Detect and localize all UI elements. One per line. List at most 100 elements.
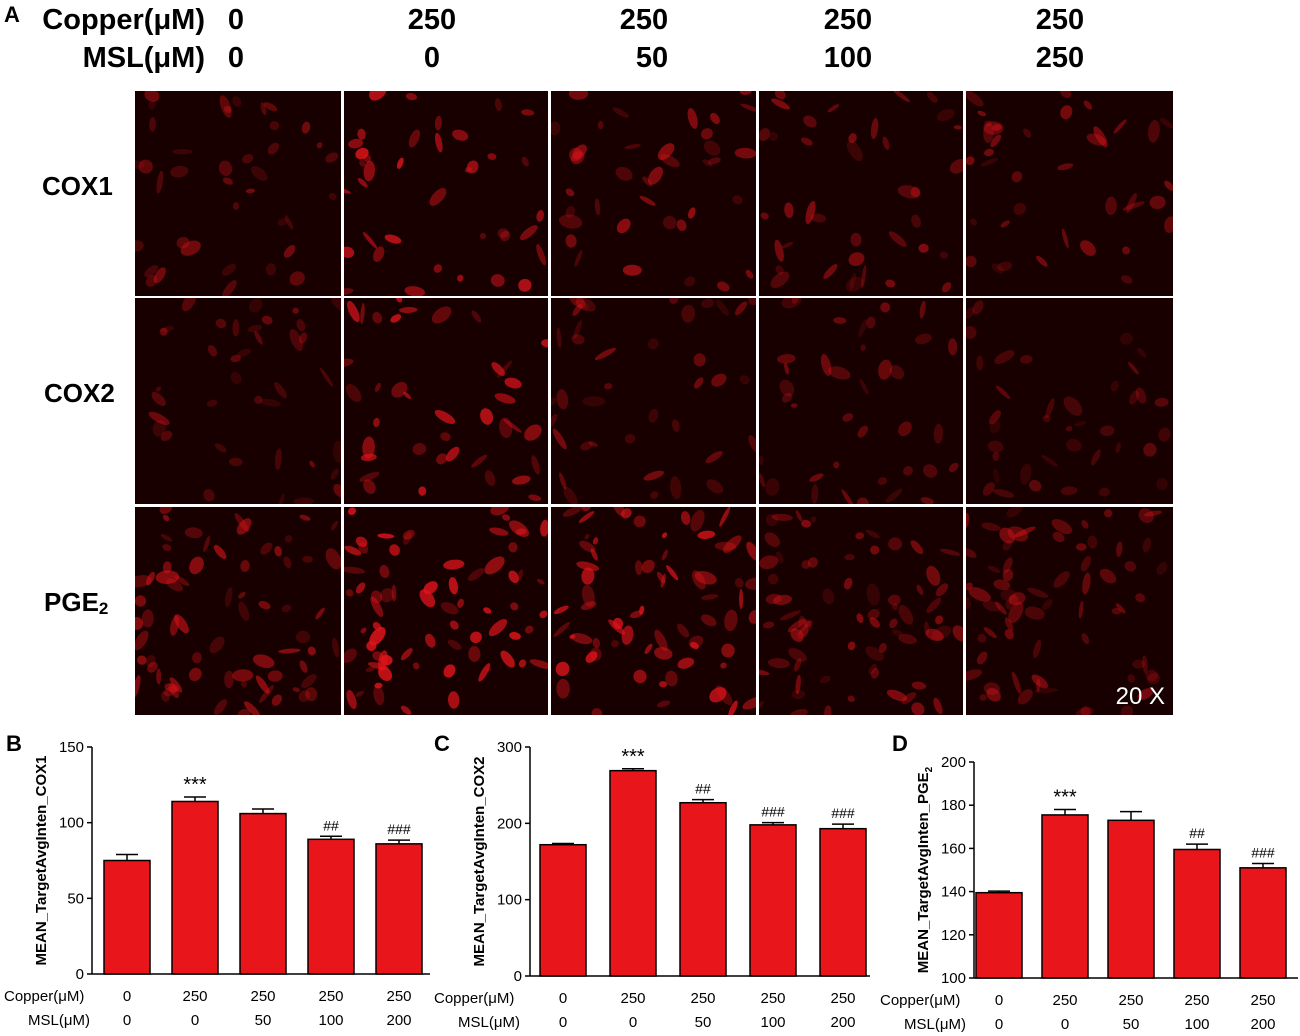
y-tick-label: 50 [67,890,84,907]
significance-label: *** [1053,787,1077,809]
y-tick-label: 300 [497,739,522,756]
y-tick-label: 180 [941,797,966,814]
significance-label: ## [1189,825,1205,841]
copper-value: 0 [559,990,567,1007]
copper-value: 250 [182,988,207,1005]
copper-value: 250 [620,990,645,1007]
microscopy-cell-image [135,298,341,504]
row-label-pge2: PGE2 [44,587,109,618]
msl-value: 200 [830,1014,855,1031]
microscopy-cell-image [344,91,548,296]
y-axis-label: MEAN_TargetAvgInten_PGE2 [915,766,935,973]
bar [749,824,797,977]
significance-label: ## [695,781,711,797]
panel-letter: C [434,731,450,756]
msl-value: 200 [386,1012,411,1029]
row-label-cox1: COX1 [42,171,113,201]
significance-label: *** [621,746,645,768]
bar [103,859,151,975]
copper-row-label: Copper(μM) [4,988,84,1005]
copper-value: 250 [1052,992,1077,1009]
microscopy-cell-image: 20 X [966,507,1173,715]
copper-value: 250 [1118,992,1143,1009]
significance-label: ### [1251,845,1275,861]
microscopy-cell-image [551,91,756,296]
chart-cox2: C MEAN_TargetAvgInten_COX2 0 100 200 300 0 0 ***… [434,731,870,1031]
microscopy-cell-image [135,507,341,715]
microscopy-cell-image [551,507,756,715]
header-copper-value: 250 [823,4,873,36]
msl-row-label: MSL(μM) [904,1016,966,1033]
microscopy-cell-image [759,298,963,504]
microscopy-cell-image [135,91,341,296]
msl-value: 0 [123,1012,131,1029]
bar [679,801,727,977]
msl-value: 100 [1184,1016,1209,1033]
copper-value: 250 [386,988,411,1005]
msl-value: 0 [191,1012,199,1029]
y-tick-label: 100 [59,815,84,832]
copper-value: 0 [123,988,131,1005]
panel-a-letter: A [4,2,20,27]
panel-letter: D [892,731,908,756]
row-label-cox2: COX2 [44,378,115,408]
significance-label: ## [323,817,339,833]
msl-value: 200 [1250,1016,1275,1033]
msl-value: 0 [559,1014,567,1031]
microscopy-cell-image [966,91,1173,296]
msl-value: 50 [255,1012,272,1029]
y-tick-label: 100 [941,970,966,987]
header-msl-value: 0 [227,42,245,74]
y-tick-label: 0 [514,968,522,985]
header-msl-value: 100 [823,42,873,74]
header-copper-label: Copper(μM) [42,4,205,36]
header-msl-value: 250 [1035,42,1085,74]
bar [539,843,587,977]
y-tick-label: 200 [497,815,522,832]
chart-pge2: D MEAN_TargetAvgInten_PGE2 100 120 140 160 180… [880,731,1298,1033]
bar [239,812,287,975]
microscopy-cell-image [966,298,1173,504]
significance-label: ### [387,821,411,837]
header-copper-value: 0 [227,4,245,36]
significance-label: ### [761,804,785,820]
copper-value: 250 [690,990,715,1007]
bar [609,769,657,977]
copper-value: 250 [1250,992,1275,1009]
y-tick-label: 140 [941,884,966,901]
significance-label: ### [831,805,855,821]
bar [171,800,219,975]
microscopy-cell-image [551,298,756,504]
magnification-label: 20 X [1115,683,1165,710]
y-tick-label: 100 [497,892,522,909]
bar [1173,848,1221,979]
copper-value: 250 [318,988,343,1005]
microscopy-cell-image [344,298,548,504]
header-msl-value: 0 [423,42,441,74]
bar [1239,867,1287,979]
bar [819,827,867,977]
microscopy-cell-image [759,91,963,296]
bar [375,843,423,975]
microscopy-cell-image [344,507,548,715]
bar [975,891,1023,979]
bar [1107,819,1155,979]
y-tick-label: 0 [76,966,84,983]
msl-value: 0 [995,1016,1003,1033]
chart-cox1: B MEAN_TargetAvgInten_COX1 0 50 100 150 0 0 *** 2… [4,731,430,1029]
significance-label: *** [183,774,207,796]
copper-value: 250 [1184,992,1209,1009]
msl-value: 100 [760,1014,785,1031]
copper-value: 0 [995,992,1003,1009]
msl-value: 50 [1123,1016,1140,1033]
copper-row-label: Copper(μM) [880,992,960,1009]
msl-row-label: MSL(μM) [28,1012,90,1029]
y-tick-label: 160 [941,840,966,857]
header-copper-value: 250 [619,4,669,36]
y-tick-label: 200 [941,754,966,771]
msl-value: 0 [629,1014,637,1031]
msl-value: 0 [1061,1016,1069,1033]
copper-row-label: Copper(μM) [434,990,514,1007]
bar [1041,814,1089,979]
copper-value: 250 [760,990,785,1007]
